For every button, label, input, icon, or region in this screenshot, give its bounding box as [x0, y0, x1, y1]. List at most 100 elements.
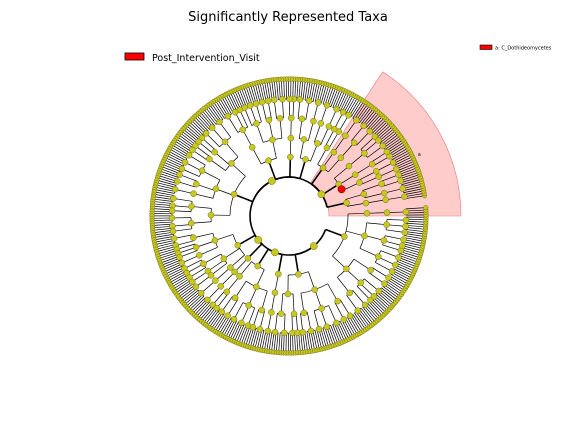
branch-line	[348, 316, 360, 334]
branch-line	[280, 79, 283, 100]
branch-line	[374, 295, 390, 310]
branch-line	[264, 81, 269, 101]
branch-line	[381, 131, 398, 145]
taxon-node	[245, 302, 253, 309]
taxon-node	[333, 319, 340, 327]
branch-arc	[295, 229, 327, 256]
taxon-node	[323, 144, 331, 152]
branch-line	[383, 135, 401, 148]
branch-line	[273, 79, 277, 100]
branch-line	[299, 118, 303, 139]
branch-line	[400, 251, 420, 258]
taxon-node	[277, 310, 285, 317]
branch-line	[364, 235, 385, 241]
taxon-node	[314, 99, 322, 106]
taxon-node	[330, 148, 338, 156]
taxon-node	[185, 151, 193, 159]
taxon-node	[264, 97, 272, 105]
branch-line	[357, 105, 371, 122]
branch-line	[399, 169, 419, 178]
taxon-node	[197, 289, 205, 297]
taxon-node	[170, 195, 177, 202]
branch-line	[152, 225, 173, 229]
branch-line	[157, 250, 178, 257]
branch-line	[370, 117, 385, 133]
branch-line	[398, 257, 418, 265]
branch-line	[157, 177, 177, 184]
branch-line	[404, 235, 425, 240]
taxon-node	[300, 136, 308, 143]
branch-line	[207, 259, 225, 272]
branch-line	[298, 332, 301, 353]
branch-line	[314, 289, 322, 309]
branch-line	[316, 82, 323, 103]
taxon-node	[363, 210, 371, 217]
taxon-node	[314, 140, 321, 147]
branch-line	[154, 189, 175, 194]
branch-line	[182, 289, 199, 304]
branch-line	[156, 246, 177, 252]
branch-line	[203, 108, 217, 125]
taxon-node	[382, 196, 389, 204]
branch-line	[267, 160, 277, 180]
branch-line	[161, 166, 181, 174]
branch-line	[225, 319, 236, 338]
branch-line	[266, 80, 271, 101]
legend-group: Post_Intervention_Visit	[124, 52, 260, 64]
branch-line	[201, 170, 220, 181]
branch-line	[386, 139, 404, 152]
branch-line	[322, 84, 330, 105]
branch-line	[354, 312, 366, 330]
branch-arc	[249, 176, 323, 256]
taxon-node	[265, 157, 272, 164]
branch-line	[340, 92, 350, 112]
branch-line	[322, 327, 330, 348]
branch-line	[383, 284, 401, 297]
branch-line	[275, 332, 279, 353]
branch-line	[164, 157, 184, 167]
taxon-node	[252, 100, 260, 107]
branch-line	[223, 95, 234, 114]
branch-line	[242, 129, 253, 148]
taxon-node	[200, 260, 207, 268]
branch-line	[398, 167, 418, 176]
branch-line	[362, 109, 376, 126]
branch-line	[384, 282, 402, 295]
taxon-node	[270, 96, 278, 104]
branch-line	[189, 296, 205, 311]
taxon-node	[189, 278, 196, 286]
taxon-node	[211, 148, 218, 156]
taxon-node	[244, 255, 252, 262]
branch-line	[306, 80, 311, 101]
branch-line	[352, 313, 364, 332]
branch-line	[187, 294, 203, 309]
branch-line	[237, 234, 256, 246]
taxon-node	[231, 294, 239, 302]
taxon-node	[353, 117, 360, 124]
branch-line	[345, 96, 356, 114]
branch-line	[343, 94, 354, 113]
branch-line	[217, 98, 229, 117]
taxon-node	[370, 293, 378, 300]
branch-line	[308, 80, 313, 101]
taxon-node	[361, 232, 368, 240]
branch-line	[376, 124, 392, 139]
taxon-node	[276, 115, 284, 122]
branch-line	[396, 260, 416, 270]
branch-line	[194, 116, 209, 132]
branch-line	[350, 99, 363, 118]
taxon-node	[315, 325, 323, 333]
branch-line	[153, 193, 174, 198]
branch-line	[341, 320, 352, 339]
branch-line	[190, 119, 206, 135]
branch-line	[154, 240, 175, 245]
branch-line	[259, 330, 265, 350]
branch-line	[277, 254, 283, 275]
branch-line	[403, 190, 424, 195]
taxon-node	[319, 164, 327, 172]
taxon-node	[380, 237, 388, 244]
branch-line	[347, 97, 358, 115]
branch-line	[185, 292, 202, 307]
branch-line	[165, 267, 185, 277]
branch-line	[256, 329, 263, 350]
